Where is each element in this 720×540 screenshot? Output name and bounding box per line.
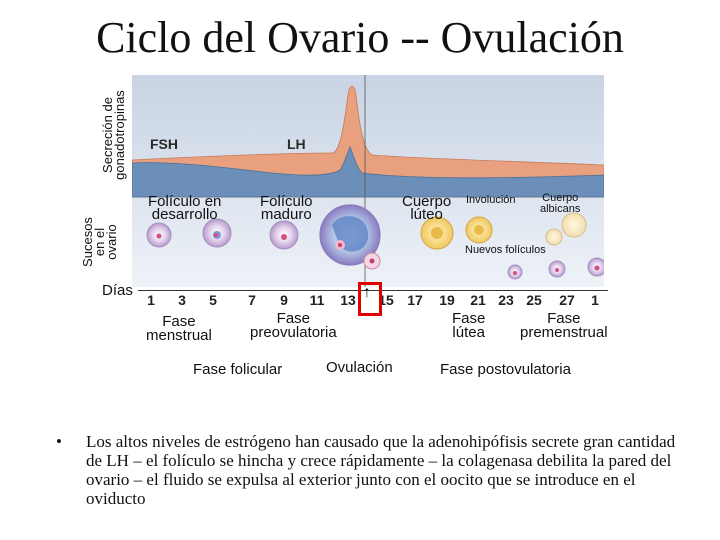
corpus-albicans: [545, 212, 587, 246]
day-label: 13: [340, 292, 356, 308]
fsh-curve: [132, 146, 604, 198]
day-label: 3: [178, 292, 186, 308]
day-label: 19: [439, 292, 455, 308]
day-label: 1: [147, 292, 155, 308]
day-label: 9: [280, 292, 288, 308]
ovulation-day-highlight: [358, 282, 382, 316]
day-label: 11: [309, 292, 325, 308]
hormone-secretion-label: Secreción de gonadotropinas: [100, 90, 127, 180]
new-follicles-label: Nuevos folículos: [465, 244, 546, 256]
developing-follicle-label: Folículo en desarrollo: [148, 193, 222, 223]
ovary-events-label: Sucesos en el ovario: [80, 217, 119, 267]
day-label: 27: [559, 292, 575, 308]
axis-line: [138, 290, 608, 291]
days-label: Días: [102, 282, 133, 299]
fsh-label: FSH: [150, 136, 178, 152]
day-label: 15: [378, 292, 394, 308]
day-label: 25: [526, 292, 542, 308]
bullet-icon: •: [56, 432, 62, 451]
phase-premenstrual: Fase premenstrual: [520, 310, 608, 341]
bullet-text: Los altos niveles de estrógeno han causa…: [86, 432, 676, 508]
phase-postovulatory: Fase postovulatoria: [440, 361, 571, 378]
day-label: 17: [407, 292, 423, 308]
ovarian-cycle-diagram: [132, 75, 604, 287]
lh-curve: [132, 85, 604, 198]
day-label: 23: [498, 292, 514, 308]
day-label: 1: [591, 292, 599, 308]
day-label: 5: [209, 292, 217, 308]
ovulation-label: Ovulación: [326, 359, 393, 376]
lh-label: LH: [287, 136, 306, 152]
day-axis: 1 3 5 7 9 11 13 15 17 19 21 23 25 27 1: [138, 288, 608, 312]
day-label: 21: [470, 292, 486, 308]
ovulation-arrow-icon: ↑: [363, 284, 371, 301]
phase-luteal: Fase lútea: [452, 310, 486, 341]
mature-follicle-label: Folículo maduro: [260, 193, 313, 223]
slide-title: Ciclo del Ovario -- Ovulación: [96, 13, 624, 62]
phase-follicular: Fase folicular: [193, 361, 283, 378]
corpus-luteum-2: [465, 216, 493, 244]
phase-menstrual: Fase menstrual: [146, 313, 212, 344]
phase-preovulatory: Fase preovulatoria: [250, 310, 337, 341]
corpus-albicans-label: Cuerpo albicans: [540, 192, 581, 215]
involution-label: Involución: [466, 194, 516, 206]
corpus-luteum-1: [420, 216, 454, 250]
day-label: 7: [248, 292, 256, 308]
corpus-luteum-label: Cuerpo lúteo: [402, 193, 452, 223]
